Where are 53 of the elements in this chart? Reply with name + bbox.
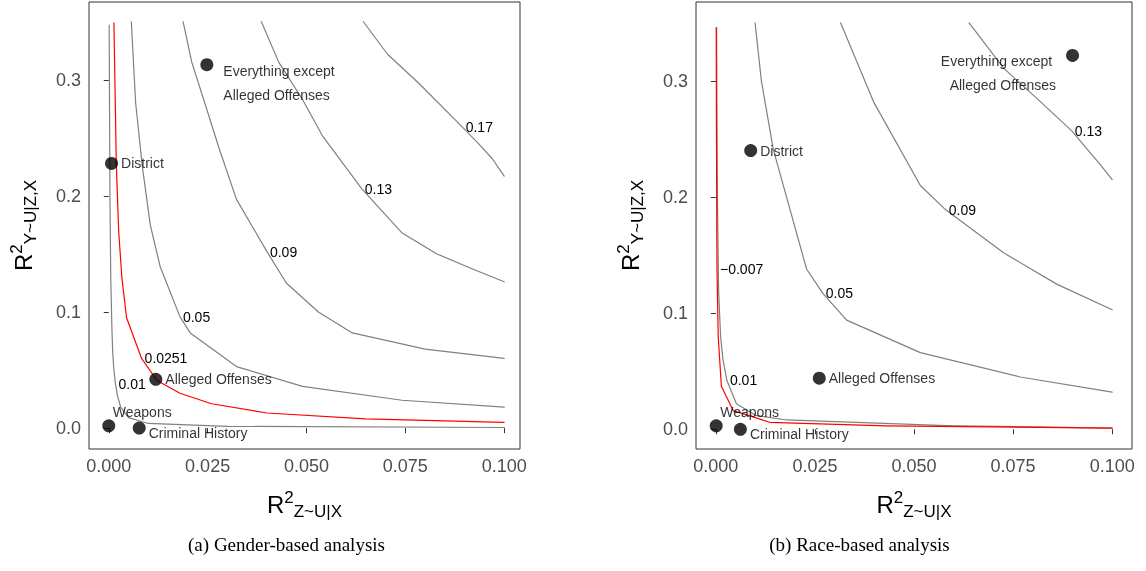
data-label: Criminal History xyxy=(749,426,849,443)
point xyxy=(812,371,826,385)
y-tick-label: 0.0 xyxy=(55,418,81,439)
y-axis-title: R2Y~U|Z,X xyxy=(7,179,40,272)
y-axis-title: R2Y~U|Z,X xyxy=(614,179,647,272)
data-label: Alleged Offenses xyxy=(165,371,272,388)
x-tick-label: 0.075 xyxy=(990,456,1036,476)
text: (a) Gender-based analysis xyxy=(188,534,385,556)
y-tick-label: 0.1 xyxy=(662,303,688,324)
y-tick-label: 0.3 xyxy=(662,70,688,91)
data-label: District xyxy=(121,155,164,172)
line-series xyxy=(362,21,505,177)
point xyxy=(105,156,119,170)
point xyxy=(149,372,163,386)
series-label: 0.05 xyxy=(825,285,854,302)
point xyxy=(102,419,116,433)
point xyxy=(709,419,723,433)
series-label: 0.13 xyxy=(364,180,393,197)
series-label: 0.17 xyxy=(465,119,494,136)
point xyxy=(132,421,146,435)
y-tick-label: 0.1 xyxy=(55,302,81,322)
series-label: 0.13 xyxy=(1074,122,1103,139)
x-tick-label: 0.075 xyxy=(382,456,428,476)
x-tick-label: 0.025 xyxy=(792,456,838,476)
series-label: 0.01 xyxy=(729,372,758,389)
text: (b) Race-based analysis xyxy=(769,534,950,556)
x-tick-label: 0.050 xyxy=(891,456,937,476)
x-tick-label: 0.000 xyxy=(86,456,132,476)
data-label: Weapons xyxy=(112,404,172,421)
x-tick-label: 0.050 xyxy=(283,456,329,476)
y-tick-label: 0.0 xyxy=(662,419,688,440)
point xyxy=(744,144,758,158)
y-tick-label: 0.3 xyxy=(55,69,81,90)
series-label: 0.01 xyxy=(118,375,146,392)
x-tick-label: 0.100 xyxy=(1089,456,1135,476)
series-label: 0.0251 xyxy=(144,350,188,367)
y-tick-label: 0.2 xyxy=(55,185,81,206)
point xyxy=(1066,48,1080,62)
point xyxy=(733,422,747,436)
y-tick-label: 0.2 xyxy=(662,187,688,208)
series-label: 0.09 xyxy=(269,243,298,260)
x-tick-label: 0.100 xyxy=(481,456,527,476)
series-label: 0.05 xyxy=(182,308,211,325)
x-tick-label: 0.025 xyxy=(185,456,231,476)
series-label: −0.007 xyxy=(720,261,764,278)
point xyxy=(200,58,214,72)
x-tick-label: 0.000 xyxy=(693,456,739,476)
data-label: Criminal History xyxy=(148,425,248,442)
series-label: 0.09 xyxy=(948,201,977,218)
data-label: Alleged Offenses xyxy=(828,370,936,387)
data-label: Everything except Alleged Offenses xyxy=(223,62,339,103)
data-label: Everything except Alleged Offenses xyxy=(940,53,1057,94)
data-label: District xyxy=(760,142,804,159)
